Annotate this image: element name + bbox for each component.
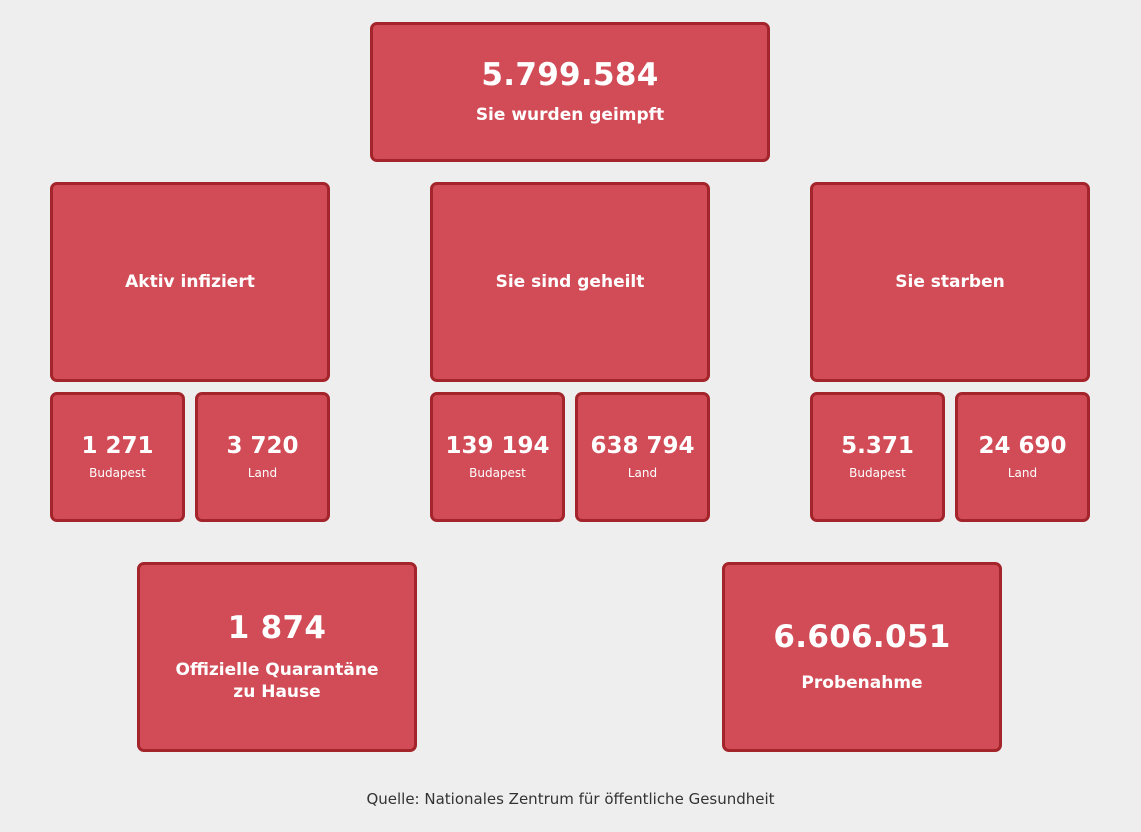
vaccinated-card: 5.799.584 Sie wurden geimpft bbox=[370, 22, 770, 162]
active-infected-card: Aktiv infiziert bbox=[50, 182, 330, 382]
died-budapest-label: Budapest bbox=[849, 465, 906, 480]
died-label: Sie starben bbox=[895, 271, 1005, 292]
active-infected-land-label: Land bbox=[247, 465, 278, 480]
died-land-label: Land bbox=[1007, 465, 1038, 480]
active-infected-label: Aktiv infiziert bbox=[125, 271, 255, 292]
died-land-card: 24 690 Land bbox=[955, 392, 1090, 522]
healed-budapest-label: Budapest bbox=[469, 465, 526, 480]
healed-label: Sie sind geheilt bbox=[495, 271, 645, 292]
died-budapest-value: 5.371 bbox=[841, 433, 914, 460]
active-infected-budapest-label: Budapest bbox=[89, 465, 146, 480]
died-land-value: 24 690 bbox=[978, 433, 1067, 460]
sampling-label: Probenahme bbox=[801, 673, 923, 693]
died-card: Sie starben bbox=[810, 182, 1090, 382]
died-budapest-card: 5.371 Budapest bbox=[810, 392, 945, 522]
healed-budapest-card: 139 194 Budapest bbox=[430, 392, 565, 522]
active-infected-land-card: 3 720 Land bbox=[195, 392, 330, 522]
active-infected-budapest-value: 1 271 bbox=[81, 433, 154, 460]
healed-land-card: 638 794 Land bbox=[575, 392, 710, 522]
quarantine-label-line2: zu Hause bbox=[233, 682, 321, 703]
sampling-value: 6.606.051 bbox=[773, 618, 951, 655]
healed-land-value: 638 794 bbox=[590, 433, 695, 460]
vaccinated-value: 5.799.584 bbox=[481, 56, 659, 93]
vaccinated-label: Sie wurden geimpft bbox=[475, 105, 665, 125]
source-note: Quelle: Nationales Zentrum für öffentlic… bbox=[366, 790, 775, 808]
quarantine-label-line1: Offizielle Quarantäne bbox=[175, 659, 379, 680]
active-infected-budapest-card: 1 271 Budapest bbox=[50, 392, 185, 522]
quarantine-label: Offizielle Quarantäne zu Hause bbox=[176, 659, 379, 703]
sampling-card: 6.606.051 Probenahme bbox=[722, 562, 1002, 752]
quarantine-value: 1 874 bbox=[227, 609, 327, 646]
quarantine-card: 1 874 Offizielle Quarantäne zu Hause bbox=[137, 562, 417, 752]
healed-budapest-value: 139 194 bbox=[445, 433, 550, 460]
healed-card: Sie sind geheilt bbox=[430, 182, 710, 382]
healed-land-label: Land bbox=[627, 465, 658, 480]
active-infected-land-value: 3 720 bbox=[226, 433, 299, 460]
